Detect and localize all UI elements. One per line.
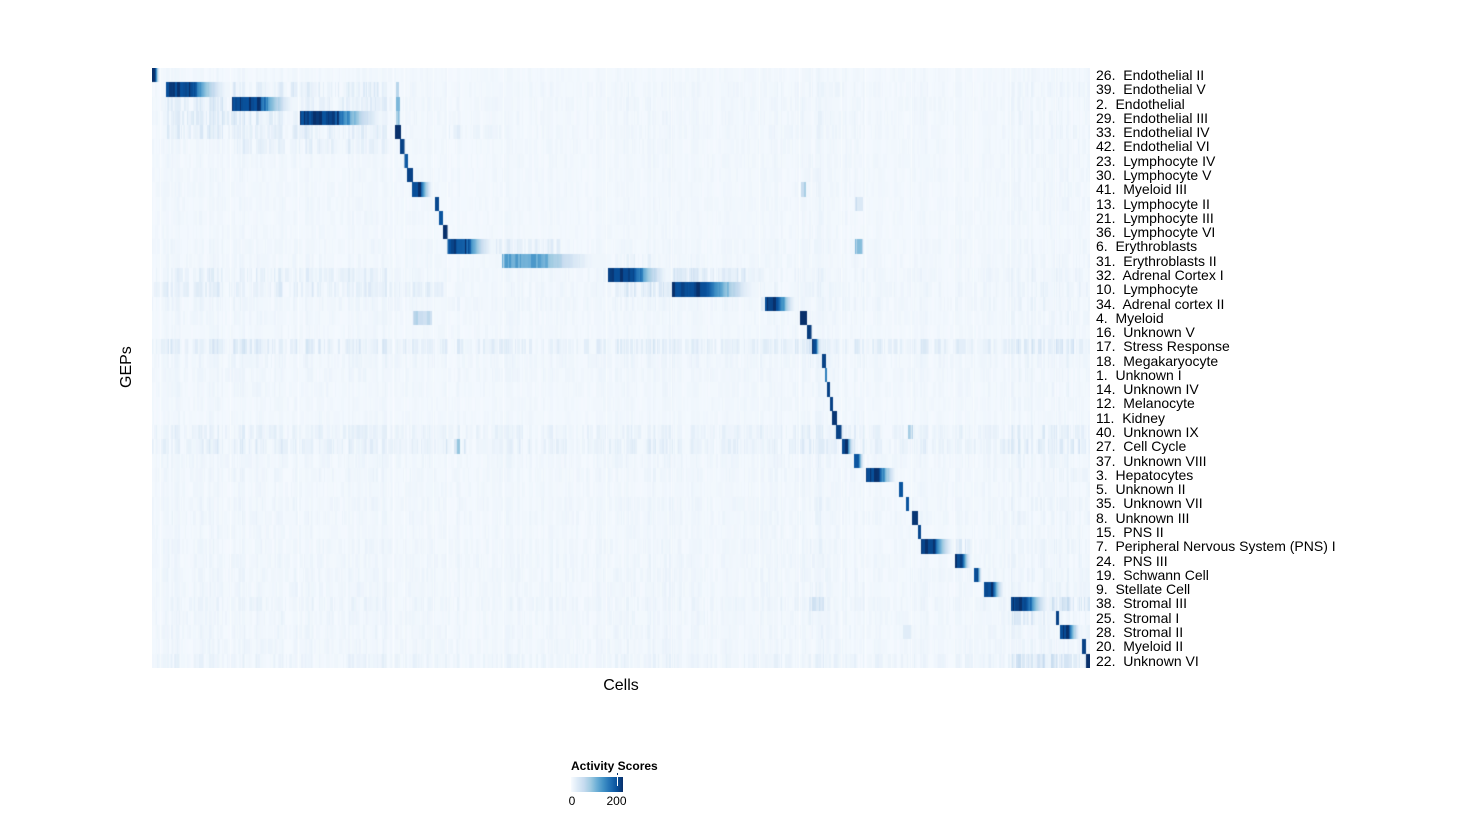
legend-tick-min: 0 (568, 794, 576, 808)
row-label: 15. PNS II (1096, 524, 1164, 540)
row-label: 33. Endothelial IV (1096, 124, 1210, 141)
row-label: 24. PNS III (1096, 552, 1168, 569)
row-label: 26. Endothelial II (1096, 67, 1205, 83)
row-label: 27. Cell Cycle (1096, 438, 1187, 455)
row-label: 7. Peripheral Nervous System (PNS) I (1096, 538, 1336, 555)
row-label: 13. Lymphocyte II (1096, 195, 1210, 212)
row-label: 18. Megakaryocyte (1096, 352, 1219, 369)
legend-tick-max: 200 (606, 794, 627, 808)
x-axis-label: Cells (603, 677, 639, 694)
row-label: 25. Stromal I (1096, 609, 1180, 626)
row-label: 1. Unknown I (1096, 366, 1182, 383)
row-label: 10. Lymphocyte (1096, 281, 1199, 298)
row-label: 36. Lymphocyte VI (1096, 224, 1216, 241)
row-label: 34. Adrenal cortex II (1096, 295, 1225, 312)
row-label: 9. Stellate Cell (1096, 581, 1191, 598)
row-label: 38. Stromal III (1096, 595, 1188, 612)
row-label: 29. Endothelial III (1096, 109, 1209, 126)
colorbar-gradient (571, 775, 623, 792)
row-label: 32. Adrenal Cortex I (1096, 266, 1224, 283)
row-label: 28. Stromal II (1096, 623, 1184, 640)
row-label: 17. Stress Response (1096, 338, 1230, 355)
row-label: 22. Unknown VI (1096, 652, 1199, 669)
row-label: 5. Unknown II (1096, 481, 1186, 498)
legend-title: Activity Scores (571, 759, 658, 773)
row-label: 12. Melanocyte (1096, 395, 1195, 412)
row-label: 39. Endothelial V (1096, 81, 1206, 98)
row-label: 8. Unknown III (1096, 509, 1190, 526)
row-label: 21. Lymphocyte III (1096, 209, 1214, 226)
row-label: 20. Myeloid II (1096, 638, 1184, 655)
row-label: 23. Lymphocyte IV (1096, 152, 1216, 169)
row-label: 4. Myeloid (1096, 309, 1164, 326)
colorbar-legend: Activity Scores 0 200 (568, 759, 681, 811)
row-label: 19. Schwann Cell (1096, 566, 1209, 583)
row-label: 37. Unknown VIII (1096, 452, 1207, 469)
row-label: 42. Endothelial VI (1096, 138, 1210, 155)
y-axis-label: GEPs (118, 346, 135, 388)
row-label: 2. Endothelial (1096, 95, 1185, 112)
row-label: 35. Unknown VII (1096, 495, 1203, 512)
row-label: 6. Erythroblasts (1096, 238, 1198, 255)
row-label: 31. Erythroblasts II (1096, 252, 1217, 269)
row-label: 16. Unknown V (1096, 324, 1195, 341)
row-label: 11. Kidney (1096, 409, 1166, 426)
row-label: 40. Unknown IX (1096, 424, 1199, 441)
row-label: 3. Hepatocytes (1096, 466, 1194, 483)
colorbar-tick-200 (616, 775, 618, 786)
heatmap-canvas (152, 68, 1090, 668)
row-label: 30. Lymphocyte V (1096, 166, 1212, 183)
row-label: 14. Unknown IV (1096, 381, 1199, 398)
row-label: 41. Myeloid III (1096, 181, 1188, 198)
colorbar-ticks: 0 200 (568, 792, 627, 808)
row-labels: 26. Endothelial II 39. Endothelial V 2. En… (1096, 68, 1456, 668)
